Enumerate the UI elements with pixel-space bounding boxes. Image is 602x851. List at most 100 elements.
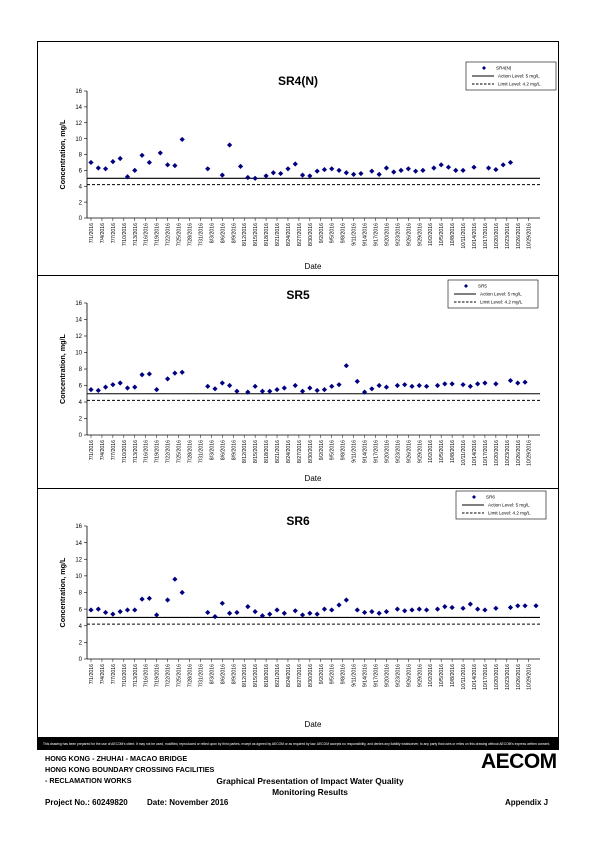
- drawing-title-line1: Graphical Presentation of Impact Water Q…: [216, 776, 404, 786]
- data-point: [402, 382, 408, 388]
- data-point: [164, 376, 171, 382]
- data-point: [219, 600, 225, 606]
- data-point: [507, 159, 514, 166]
- data-point: [205, 383, 211, 389]
- x-tick-label: 8/9/2016: [231, 664, 237, 684]
- data-point: [179, 136, 185, 143]
- data-point: [274, 607, 280, 613]
- data-point: [314, 168, 320, 174]
- data-point: [358, 170, 364, 177]
- x-tick-label: 8/12/2016: [242, 664, 248, 687]
- x-tick-label: 7/28/2016: [187, 664, 193, 687]
- panel-divider: [38, 488, 558, 489]
- data-point: [245, 174, 251, 181]
- x-tick-label: 9/23/2016: [395, 664, 401, 687]
- x-tick-label: 9/29/2016: [417, 664, 423, 687]
- data-point: [227, 382, 233, 389]
- data-point: [376, 610, 382, 616]
- data-point: [234, 609, 240, 616]
- data-point: [164, 162, 171, 168]
- data-point: [227, 610, 233, 616]
- x-tick-label: 8/21/2016: [275, 223, 281, 246]
- x-tick-label: 10/17/2016: [483, 223, 489, 249]
- x-tick-label: 8/24/2016: [286, 440, 292, 463]
- data-point: [369, 609, 375, 615]
- y-tick-label: 4: [79, 184, 83, 190]
- x-tick-label: 7/1/2016: [89, 664, 95, 684]
- x-tick-label: 9/29/2016: [417, 223, 423, 246]
- x-tick-label: 10/29/2016: [527, 223, 533, 249]
- y-tick-label: 2: [79, 417, 83, 423]
- x-tick-label: 9/26/2016: [406, 440, 412, 463]
- data-point: [274, 387, 280, 393]
- y-tick-label: 4: [79, 400, 83, 406]
- x-tick-label: 10/5/2016: [439, 223, 445, 246]
- data-point: [110, 382, 116, 388]
- x-tick-label: 8/30/2016: [308, 223, 314, 246]
- data-point: [515, 380, 521, 386]
- data-point: [102, 166, 109, 172]
- y-axis-label: Concentration, mg/L: [58, 557, 67, 627]
- x-tick-label: 10/5/2016: [439, 664, 445, 687]
- project-name-line1: HONG KONG - ZHUHAI - MACAO BRIDGE: [45, 754, 188, 763]
- data-point: [139, 372, 145, 378]
- x-tick-label: 8/12/2016: [242, 440, 248, 463]
- x-tick-label: 10/26/2016: [516, 664, 522, 690]
- data-point: [102, 384, 109, 390]
- data-point: [460, 605, 466, 611]
- x-tick-label: 10/29/2016: [527, 664, 533, 690]
- x-tick-label: 10/11/2016: [461, 664, 467, 690]
- data-point: [139, 596, 145, 602]
- x-tick-label: 7/28/2016: [187, 223, 193, 246]
- x-tick-label: 9/26/2016: [406, 223, 412, 246]
- y-tick-label: 8: [79, 591, 83, 597]
- data-point: [292, 608, 298, 614]
- x-tick-label: 9/23/2016: [395, 440, 401, 463]
- data-point: [146, 159, 152, 166]
- data-point: [146, 371, 152, 377]
- x-tick-label: 7/13/2016: [133, 440, 139, 463]
- x-tick-label: 8/18/2016: [264, 440, 270, 463]
- disclaimer-bar: This drawing has been prepared for the u…: [37, 738, 559, 750]
- x-tick-label: 9/26/2016: [406, 664, 412, 687]
- data-point: [219, 172, 225, 178]
- data-point: [533, 603, 539, 609]
- y-tick-label: 10: [75, 574, 82, 580]
- data-point: [270, 170, 276, 176]
- x-tick-label: 7/25/2016: [177, 440, 183, 463]
- data-point: [493, 381, 499, 387]
- x-axis-label: Date: [305, 720, 322, 729]
- legend-marker-series: [482, 66, 486, 70]
- data-point: [442, 381, 448, 387]
- data-point: [179, 369, 185, 375]
- x-tick-label: 8/21/2016: [275, 664, 281, 687]
- x-tick-label: 8/27/2016: [297, 223, 303, 246]
- y-tick-label: 12: [75, 557, 82, 563]
- data-point: [493, 605, 499, 611]
- x-tick-label: 7/25/2016: [177, 223, 183, 246]
- data-point: [361, 609, 368, 616]
- data-point: [281, 385, 287, 391]
- x-tick-label: 8/24/2016: [286, 664, 292, 687]
- x-tick-label: 10/20/2016: [494, 440, 500, 466]
- x-tick-label: 9/14/2016: [363, 664, 369, 687]
- data-point: [343, 363, 349, 369]
- data-point: [467, 601, 473, 607]
- x-tick-label: 8/15/2016: [253, 664, 259, 687]
- x-tick-label: 9/17/2016: [374, 223, 380, 246]
- x-tick-label: 9/29/2016: [417, 440, 423, 463]
- y-tick-label: 2: [79, 641, 83, 647]
- data-point: [172, 370, 178, 376]
- x-tick-label: 8/6/2016: [220, 664, 226, 684]
- data-point: [267, 388, 273, 394]
- x-tick-label: 10/11/2016: [461, 440, 467, 466]
- data-point: [321, 606, 328, 612]
- chart-sr6: SR6 0 2 4 6 8 10 12 14 16 7/1/2016 7/4/2016 7/7/2016…: [58, 490, 547, 729]
- appendix-label: Appendix J: [505, 798, 549, 807]
- data-point: [460, 382, 466, 388]
- x-tick-label: 9/20/2016: [384, 664, 390, 687]
- data-point: [369, 386, 375, 392]
- x-tick-label: 9/11/2016: [352, 223, 358, 246]
- x-tick-label: 7/10/2016: [122, 223, 128, 246]
- x-tick-label: 9/23/2016: [395, 223, 401, 246]
